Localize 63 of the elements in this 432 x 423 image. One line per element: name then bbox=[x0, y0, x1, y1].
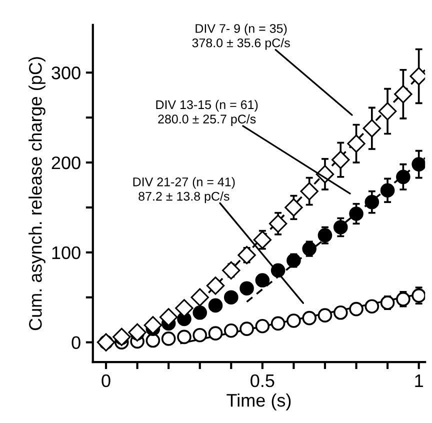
point bbox=[300, 182, 318, 200]
point bbox=[270, 316, 286, 331]
annotation: DIV 7- 9 (n = 35) 378.0 ± 35.6 pC/s bbox=[192, 24, 290, 50]
point bbox=[318, 308, 332, 322]
point bbox=[161, 332, 176, 346]
point bbox=[192, 328, 208, 342]
point bbox=[286, 253, 301, 268]
y-tick-label: 300 bbox=[52, 66, 80, 80]
point bbox=[240, 322, 254, 336]
x-axis-title: Time (s) bbox=[226, 394, 291, 410]
point bbox=[394, 85, 412, 104]
point bbox=[224, 290, 238, 305]
point bbox=[268, 214, 288, 233]
point bbox=[396, 170, 410, 184]
point bbox=[175, 299, 194, 318]
point bbox=[302, 242, 316, 256]
point bbox=[364, 194, 380, 210]
point bbox=[333, 220, 348, 234]
point bbox=[347, 134, 366, 153]
point bbox=[255, 318, 270, 334]
x-tick-label: 0.5 bbox=[250, 374, 274, 388]
point bbox=[128, 323, 146, 342]
x-tick-label: 0 bbox=[102, 374, 110, 388]
point bbox=[302, 310, 316, 326]
point bbox=[362, 119, 382, 138]
point bbox=[349, 302, 364, 316]
annotation: DIV 13-15 (n = 61) 280.0 ± 25.7 pC/s bbox=[156, 100, 258, 126]
x-tick-label: 1 bbox=[415, 374, 423, 387]
point bbox=[222, 261, 240, 280]
point bbox=[332, 150, 350, 169]
point bbox=[378, 102, 397, 120]
point bbox=[286, 314, 301, 328]
y-tick-label: 0 bbox=[72, 336, 80, 350]
point bbox=[159, 308, 178, 326]
point bbox=[206, 276, 225, 295]
y-axis-title: Cum. asynch. release charge (pC) bbox=[28, 57, 46, 330]
point bbox=[238, 246, 256, 264]
point bbox=[146, 333, 160, 348]
point bbox=[112, 328, 131, 346]
point bbox=[380, 296, 395, 310]
y-tick-label: 200 bbox=[52, 156, 80, 170]
point bbox=[253, 230, 272, 249]
annotation: DIV 21-27 (n = 41) 87.2 ± 13.8 pC/s bbox=[133, 177, 235, 204]
point bbox=[255, 273, 270, 288]
point bbox=[190, 288, 209, 306]
point bbox=[333, 305, 348, 320]
point bbox=[270, 263, 286, 278]
point bbox=[224, 323, 238, 338]
point bbox=[144, 316, 162, 334]
point bbox=[412, 288, 426, 303]
point bbox=[412, 157, 426, 172]
point bbox=[192, 305, 208, 320]
point bbox=[380, 183, 395, 198]
point bbox=[240, 281, 254, 296]
point bbox=[177, 330, 192, 344]
point bbox=[349, 206, 364, 221]
point bbox=[364, 299, 380, 314]
point bbox=[208, 326, 223, 340]
point bbox=[284, 198, 303, 217]
point bbox=[396, 292, 410, 306]
y-tick-label: 100 bbox=[52, 246, 80, 260]
point bbox=[318, 228, 332, 242]
point bbox=[208, 298, 223, 313]
